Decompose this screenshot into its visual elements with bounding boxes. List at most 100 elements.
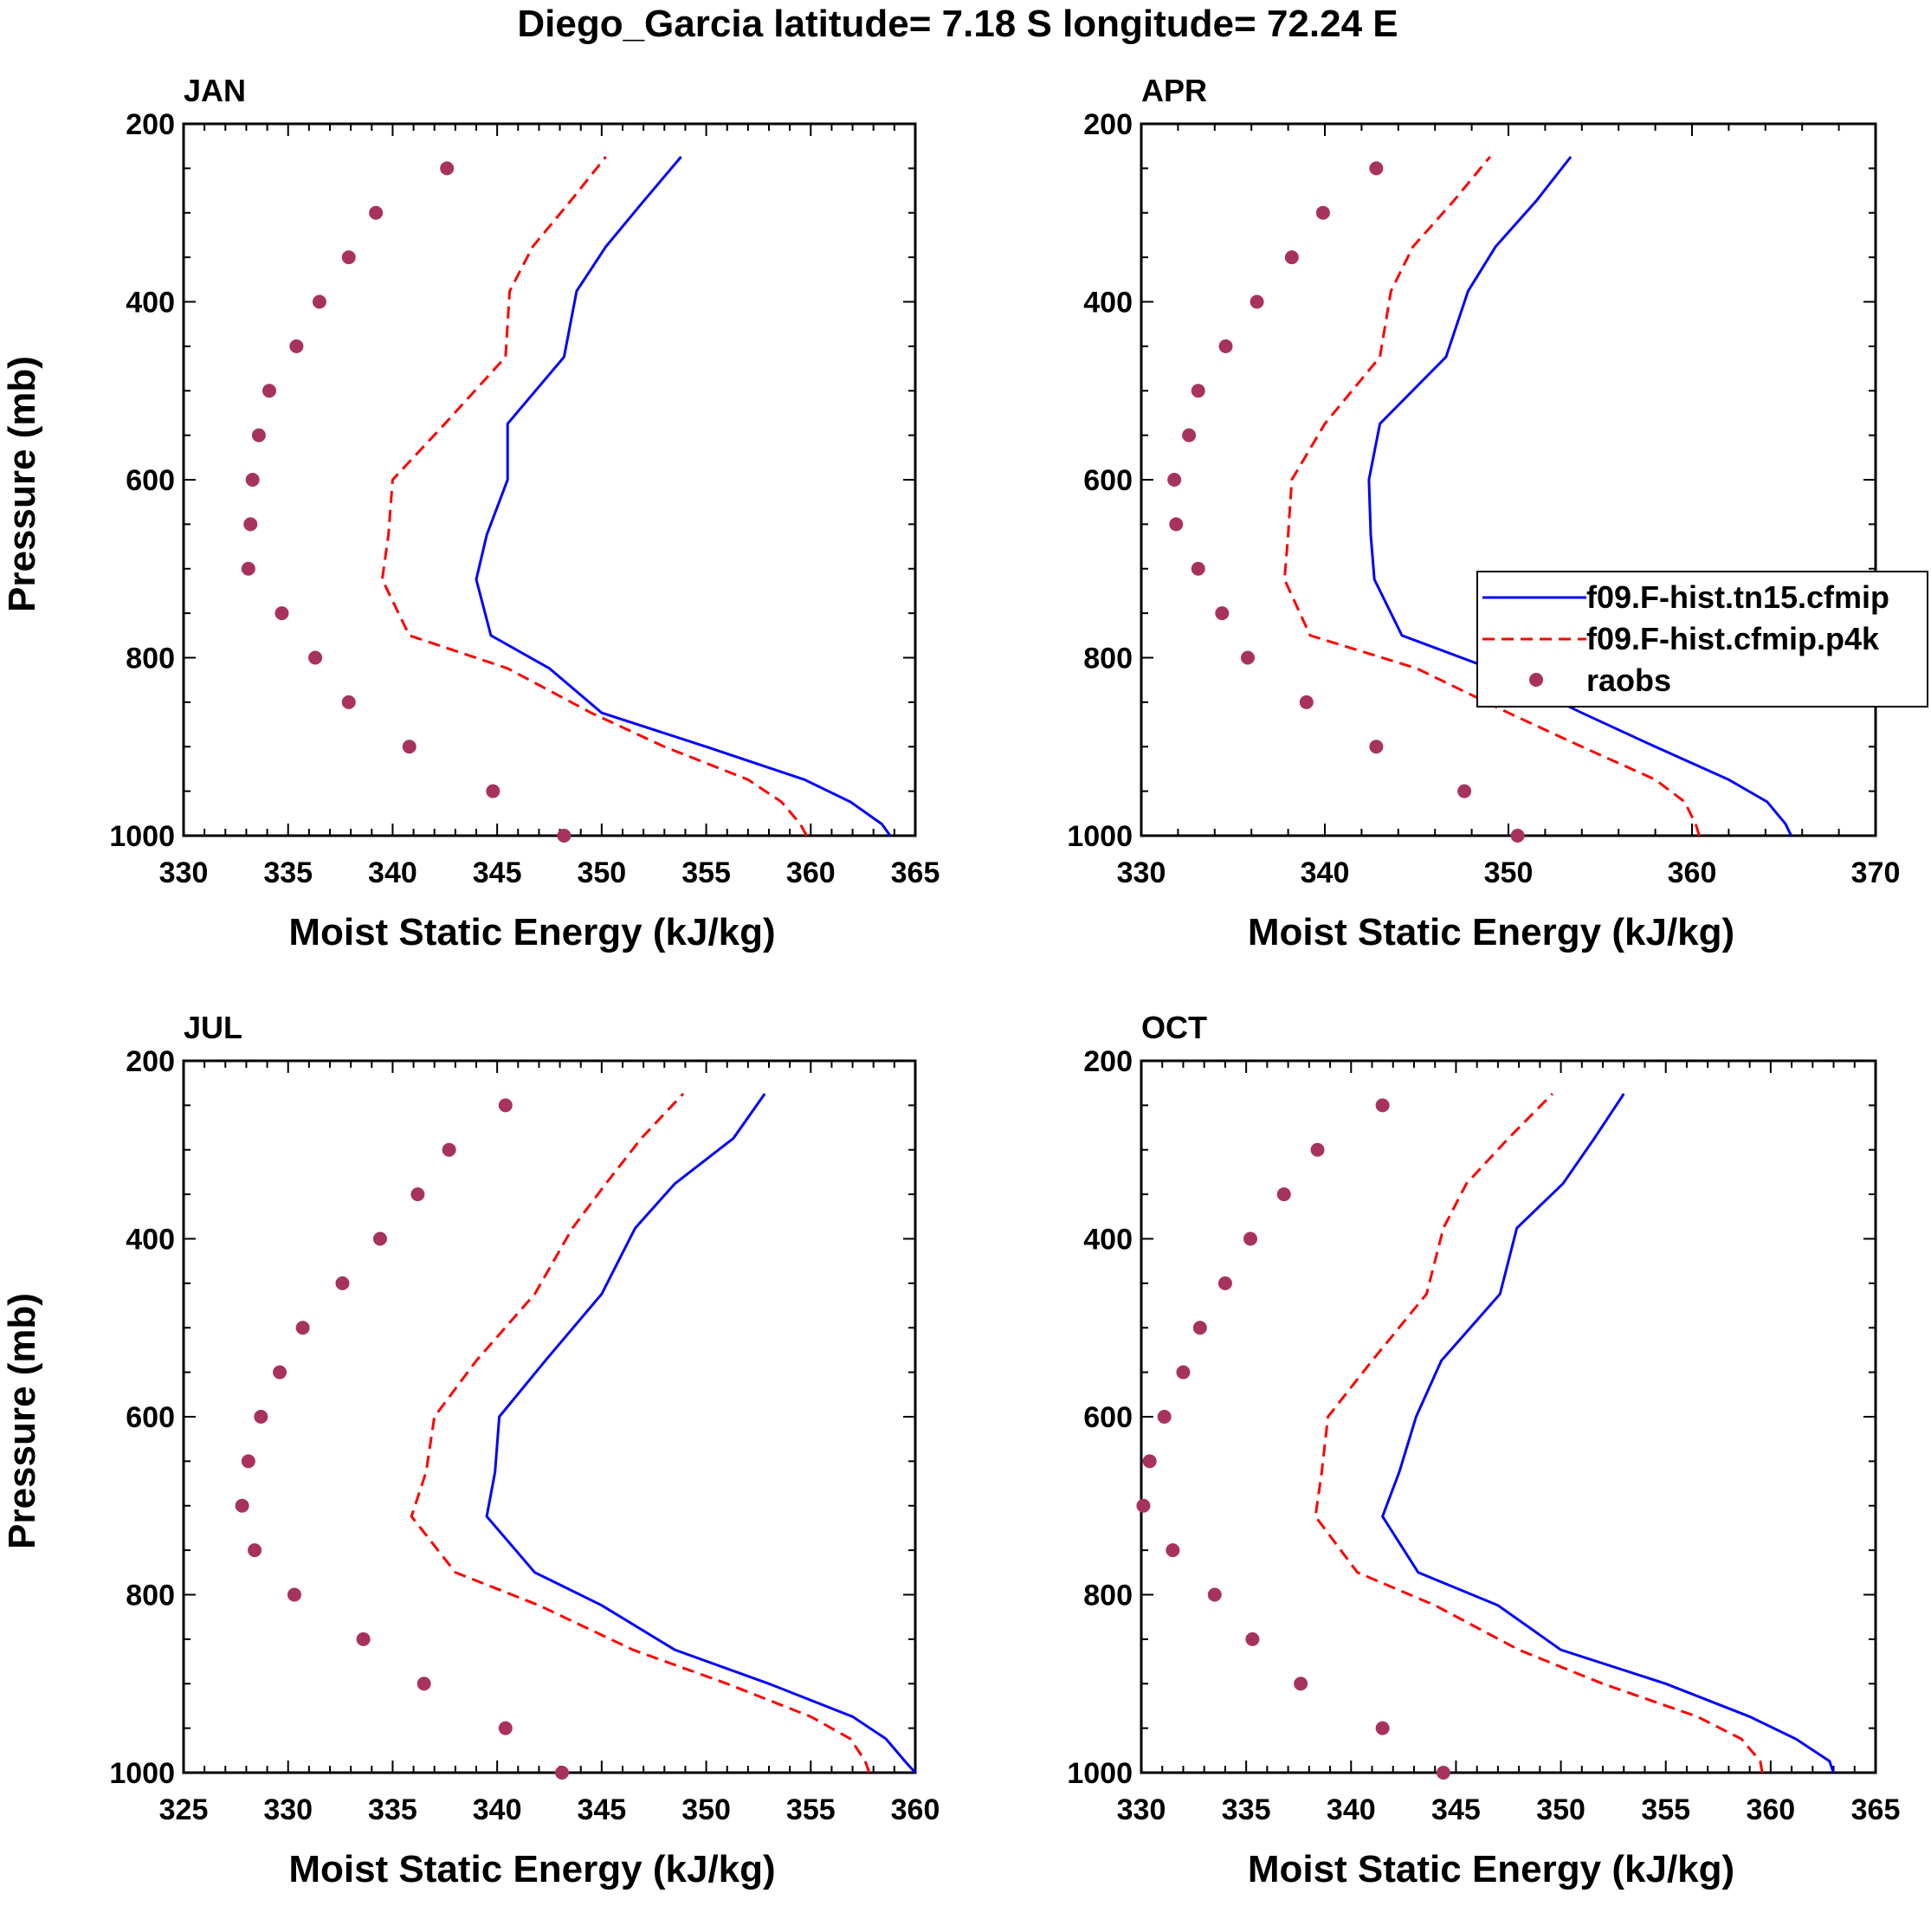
- raobs-point-oct: [1166, 1543, 1180, 1558]
- panel-apr: APR 330 340 350 360 370 200 400 600 800 1000 Moist …: [1067, 73, 1900, 953]
- raobs-point-jan: [369, 205, 384, 220]
- y-tick-label-jul: 400: [126, 1224, 175, 1257]
- y-tick-label-oct: 200: [1083, 1045, 1133, 1078]
- x-tick-label-apr: 370: [1851, 856, 1901, 889]
- y-tick-label-apr: 800: [1083, 643, 1133, 675]
- raobs-point-apr: [1510, 829, 1525, 843]
- x-tick-label-oct: 340: [1327, 1793, 1376, 1826]
- raobs-point-jul: [295, 1321, 310, 1335]
- raobs-point-jan: [241, 561, 255, 576]
- x-tick-label-apr: 330: [1117, 856, 1166, 889]
- x-axis-label-jan: Moist Static Energy (kJ/kg): [288, 911, 775, 953]
- raobs-point-jan: [312, 294, 326, 309]
- raobs-point-apr: [1167, 473, 1182, 487]
- x-tick-label-apr: 350: [1484, 856, 1534, 889]
- panel-title-jan: JAN: [184, 73, 246, 108]
- y-tick-label-jan: 200: [126, 108, 175, 141]
- y-tick-label-apr: 200: [1083, 108, 1133, 141]
- y-tick-label-jan: 400: [126, 287, 175, 320]
- series-line-p4k-apr: [1282, 156, 1701, 837]
- y-tick-label-jul: 200: [126, 1045, 175, 1078]
- panel-jul: JUL 325 330 335 340 345 350 355 360 200 400 600 800 1…: [1, 1010, 940, 1890]
- raobs-point-jul: [235, 1498, 249, 1513]
- panel-title-oct: OCT: [1141, 1010, 1207, 1045]
- y-tick-label-jul: 800: [126, 1580, 175, 1612]
- x-tick-label-jan: 330: [159, 856, 209, 889]
- legend-label-p4k: f09.F-hist.cfmip.p4k: [1586, 621, 1880, 656]
- raobs-point-oct: [1142, 1454, 1157, 1469]
- raobs-point-jul: [372, 1231, 387, 1246]
- raobs-point-oct: [1436, 1766, 1450, 1780]
- x-tick-label-oct: 355: [1641, 1793, 1690, 1826]
- x-tick-label-jan: 355: [681, 856, 731, 889]
- raobs-point-apr: [1457, 784, 1472, 798]
- raobs-point-jan: [557, 829, 572, 843]
- raobs-point-oct: [1207, 1587, 1222, 1602]
- y-tick-label-jul: 1000: [109, 1757, 175, 1790]
- raobs-point-apr: [1240, 650, 1255, 665]
- x-tick-label-jan: 340: [368, 856, 417, 889]
- raobs-point-jul: [442, 1142, 456, 1157]
- x-tick-label-jan: 345: [473, 856, 522, 889]
- raobs-point-apr: [1191, 384, 1205, 398]
- x-tick-label-jan: 360: [786, 856, 836, 889]
- y-tick-label-oct: 600: [1083, 1401, 1133, 1434]
- legend: f09.F-hist.tn15.cfmip f09.F-hist.cfmip.p…: [1476, 571, 1928, 708]
- raobs-point-jul: [248, 1543, 262, 1558]
- raobs-point-oct: [1294, 1677, 1308, 1691]
- raobs-point-jul: [554, 1766, 569, 1780]
- x-tick-label-jan: 365: [891, 856, 940, 889]
- raobs-point-oct: [1243, 1231, 1257, 1246]
- figure-title: Diego_Garcia latitude= 7.18 S longitude=…: [517, 3, 1398, 45]
- raobs-point-apr: [1191, 561, 1205, 576]
- raobs-point-apr: [1299, 695, 1314, 709]
- raobs-point-jul: [498, 1721, 513, 1735]
- x-tick-label-apr: 340: [1301, 856, 1350, 889]
- raobs-point-jan: [402, 740, 417, 754]
- x-tick-label-oct: 350: [1536, 1793, 1585, 1826]
- x-tick-label-jul: 330: [263, 1793, 313, 1826]
- raobs-point-jul: [273, 1365, 287, 1380]
- raobs-point-jul: [417, 1677, 431, 1691]
- raobs-point-jan: [245, 473, 260, 487]
- raobs-point-oct: [1157, 1410, 1172, 1424]
- x-tick-label-jul: 335: [368, 1793, 417, 1826]
- series-line-tn15-oct: [1380, 1093, 1835, 1774]
- raobs-point-jan: [274, 606, 289, 621]
- raobs-point-apr: [1169, 517, 1184, 532]
- legend-marker-raobs: [1529, 673, 1543, 687]
- legend-box: [1476, 571, 1928, 708]
- y-tick-label-jan: 1000: [109, 820, 175, 853]
- panel-title-jul: JUL: [184, 1010, 242, 1045]
- raobs-point-apr: [1369, 740, 1384, 754]
- raobs-point-oct: [1375, 1098, 1390, 1113]
- series-line-tn15-jan: [475, 156, 892, 837]
- raobs-point-jul: [241, 1454, 255, 1469]
- legend-label-raobs: raobs: [1586, 662, 1671, 698]
- x-axis-label-jul: Moist Static Energy (kJ/kg): [288, 1848, 775, 1890]
- raobs-point-jul: [335, 1276, 350, 1290]
- raobs-point-apr: [1369, 161, 1384, 176]
- y-axis-label-jan: Pressure (mb): [1, 356, 43, 612]
- raobs-point-oct: [1192, 1321, 1207, 1335]
- y-tick-label-apr: 600: [1083, 464, 1133, 497]
- panel-title-apr: APR: [1141, 73, 1207, 108]
- series-line-tn15-jul: [485, 1093, 917, 1774]
- raobs-point-oct: [1217, 1276, 1232, 1290]
- x-tick-label-oct: 345: [1431, 1793, 1481, 1826]
- raobs-point-jul: [498, 1098, 513, 1113]
- raobs-point-oct: [1245, 1632, 1260, 1646]
- raobs-point-oct: [1176, 1365, 1191, 1380]
- y-tick-label-oct: 400: [1083, 1224, 1133, 1257]
- x-axis-label-apr: Moist Static Energy (kJ/kg): [1248, 911, 1734, 953]
- x-tick-label-jul: 340: [473, 1793, 522, 1826]
- raobs-point-jan: [341, 695, 356, 709]
- y-tick-label-oct: 800: [1083, 1580, 1133, 1612]
- raobs-point-jul: [356, 1632, 371, 1646]
- x-tick-label-apr: 360: [1668, 856, 1717, 889]
- raobs-point-oct: [1310, 1142, 1325, 1157]
- raobs-point-jul: [287, 1587, 301, 1602]
- raobs-point-apr: [1218, 339, 1233, 353]
- x-tick-label-jul: 355: [786, 1793, 836, 1826]
- y-tick-label-jan: 800: [126, 643, 175, 675]
